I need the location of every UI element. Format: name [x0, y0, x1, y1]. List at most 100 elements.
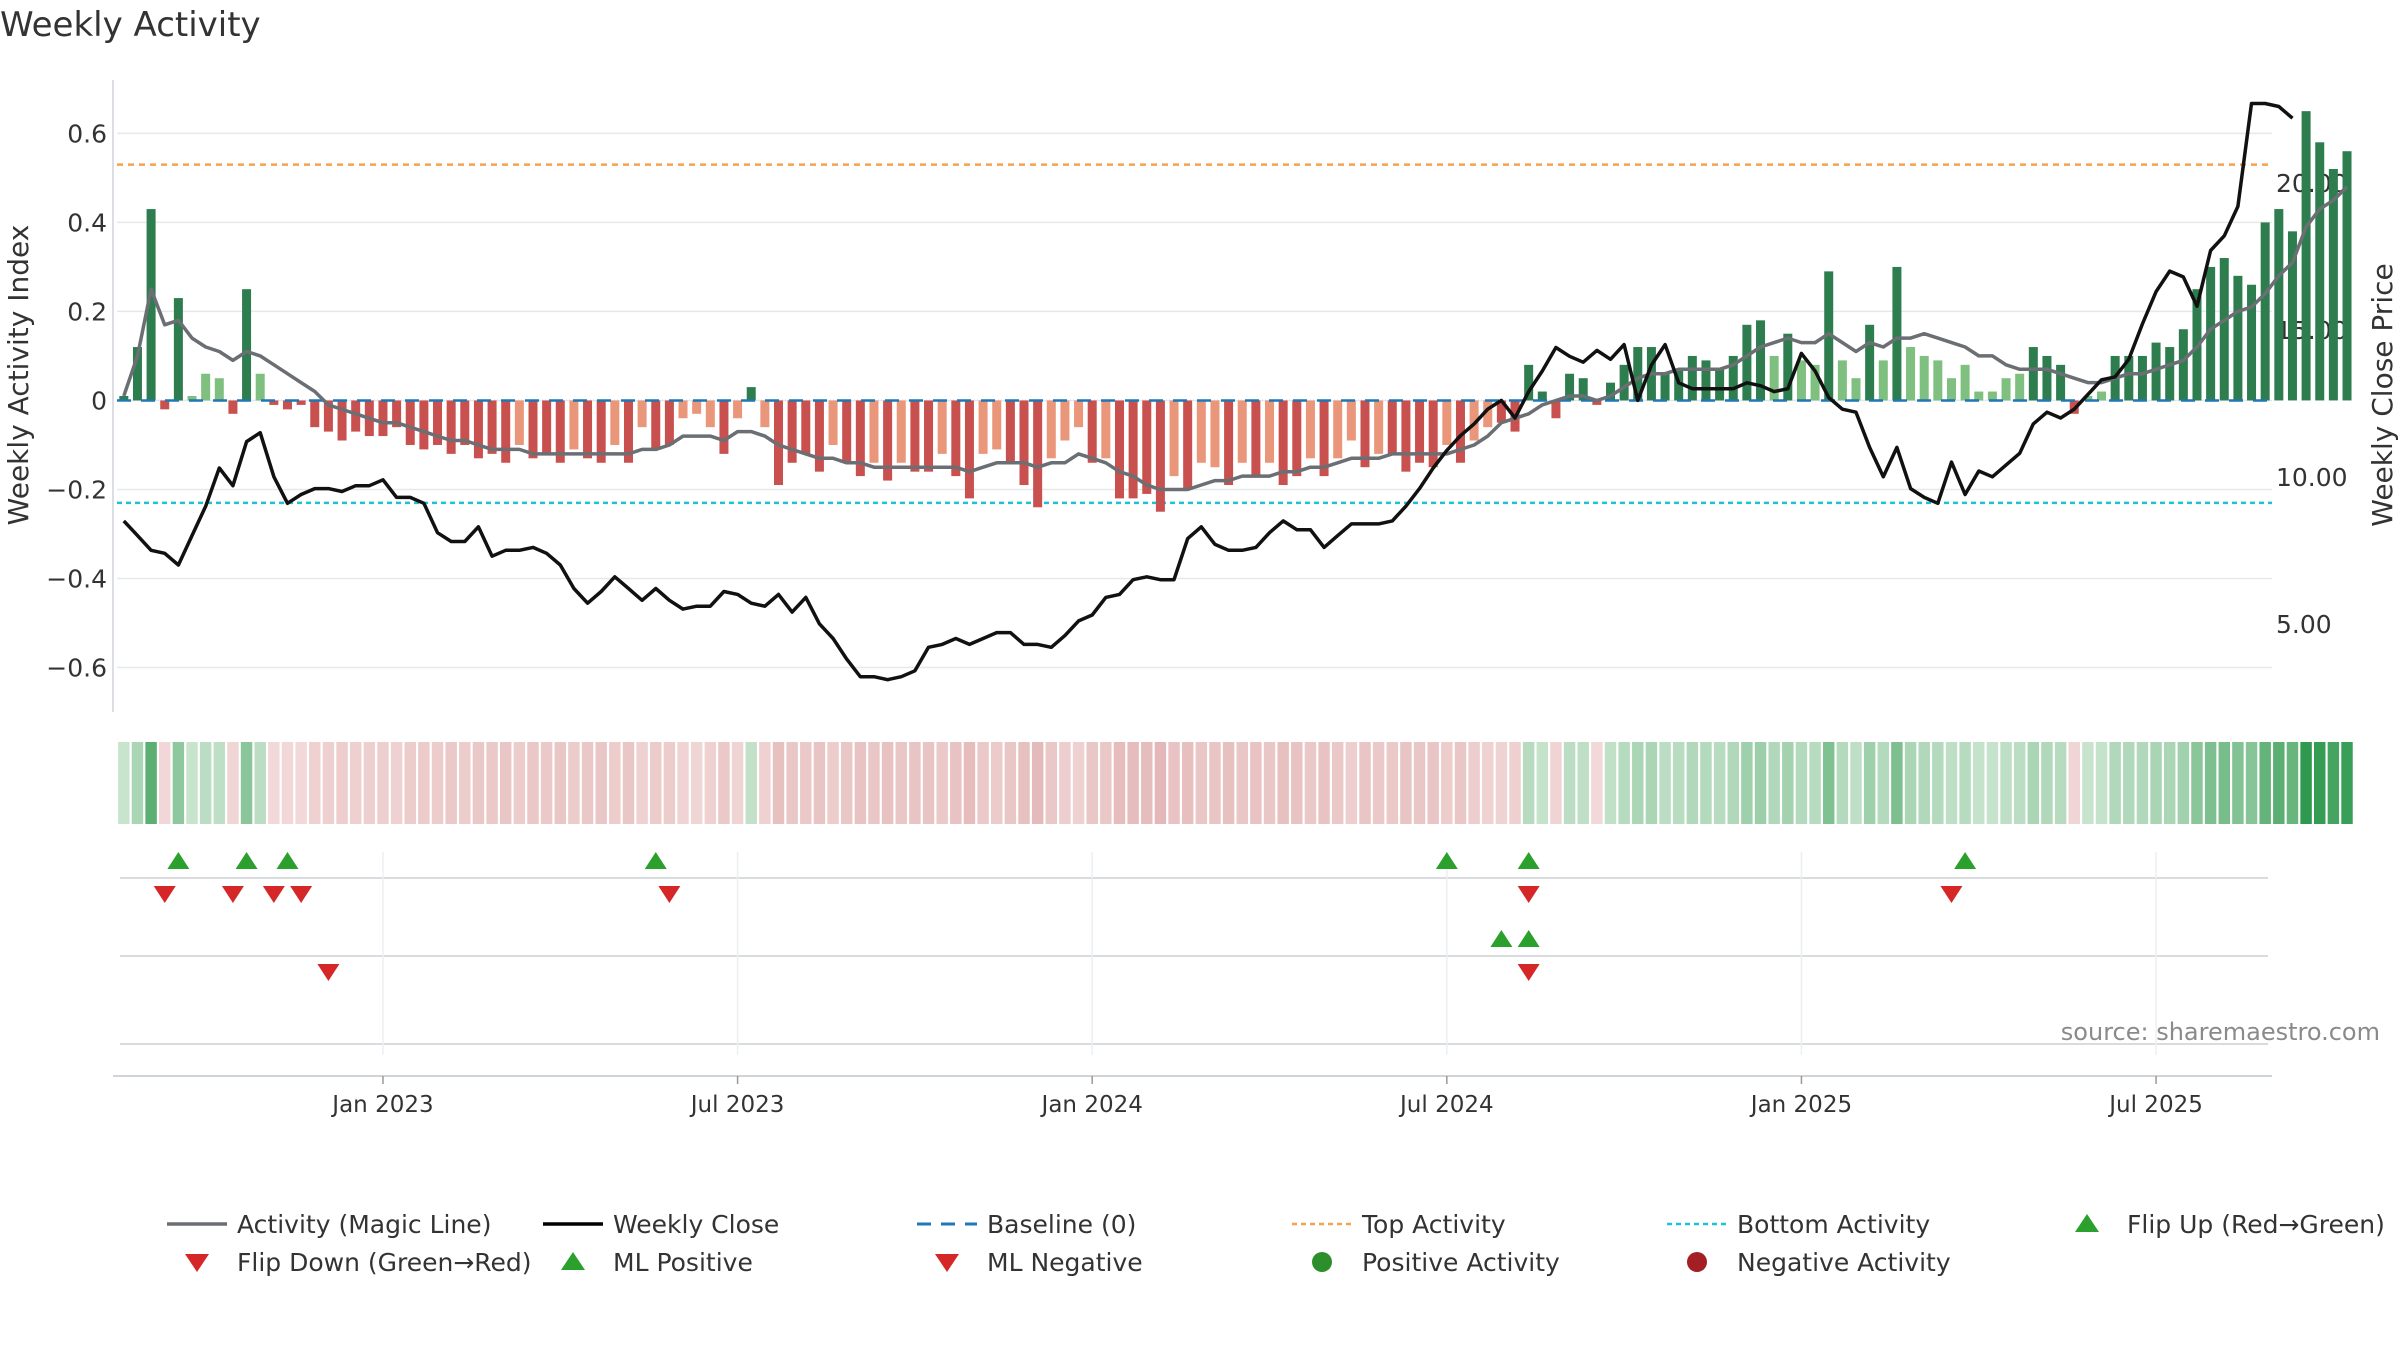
heat-cell	[759, 742, 771, 824]
heat-cell	[2041, 742, 2053, 824]
activity-bar	[1605, 382, 1615, 401]
heat-cell	[595, 742, 607, 824]
ml-negative-marker	[1517, 964, 1540, 981]
heat-cell	[977, 742, 989, 824]
legend-item: Flip Down (Green→Red)	[185, 1248, 532, 1277]
heat-cell	[1168, 742, 1180, 824]
heat-cell	[2232, 742, 2244, 824]
activity-bar	[173, 298, 183, 401]
y-tick-left: 0.2	[67, 297, 107, 326]
legend-item: Flip Up (Red→Green)	[2075, 1210, 2385, 1239]
activity-bar	[2165, 347, 2175, 401]
flip-down-marker	[221, 886, 244, 903]
heat-cell	[1195, 742, 1208, 824]
legend-item: Negative Activity	[1687, 1248, 1951, 1277]
legend-label: ML Negative	[987, 1248, 1143, 1277]
heat-cell	[1482, 742, 1494, 824]
legend-swatch	[1312, 1252, 1332, 1272]
heat-cell	[1973, 742, 1985, 824]
activity-bar	[1319, 400, 1329, 477]
activity-bar	[664, 400, 674, 445]
heat-cell	[1127, 742, 1139, 824]
activity-bar	[2097, 391, 2107, 401]
activity-bar	[2028, 347, 2038, 401]
heat-cell	[1550, 742, 1562, 824]
heat-cell	[213, 742, 226, 824]
activity-bar	[296, 400, 306, 405]
heat-cell	[2082, 742, 2094, 824]
heat-cell	[1863, 742, 1876, 824]
flip-down-marker	[1940, 886, 1963, 903]
heat-cell	[895, 742, 907, 824]
heat-cell	[1836, 742, 1849, 824]
y-tick-left: −0.2	[46, 475, 107, 504]
activity-bar	[1046, 400, 1056, 459]
signal-markers	[120, 852, 2268, 1055]
activity-bar	[1756, 320, 1766, 401]
legend-label: Weekly Close	[613, 1210, 779, 1239]
heat-cell	[1386, 742, 1398, 824]
activity-bar	[2328, 169, 2338, 401]
heat-cell	[1209, 742, 1221, 824]
legend-label: Baseline (0)	[987, 1210, 1136, 1239]
y-tick-left: 0	[91, 386, 107, 415]
x-tick-label: Jul 2025	[2107, 1092, 2203, 1118]
activity-bar	[1469, 400, 1479, 441]
activity-bar	[1401, 400, 1411, 472]
heat-cell	[1086, 742, 1098, 824]
heat-cell	[622, 742, 635, 824]
heat-cell	[1782, 742, 1794, 824]
activity-bar	[1892, 266, 1902, 401]
heat-cell	[1222, 742, 1235, 824]
flip-down-marker	[262, 886, 285, 903]
heat-cell	[991, 742, 1003, 824]
activity-bar	[978, 400, 988, 454]
heat-cell	[1891, 742, 1903, 824]
activity-bar	[1878, 360, 1888, 401]
activity-bar	[2219, 258, 2229, 401]
heat-cell	[363, 742, 376, 824]
heat-cell	[118, 742, 130, 824]
activity-bar	[323, 400, 333, 432]
heat-cell	[2300, 742, 2312, 824]
heat-cell	[1345, 742, 1358, 824]
heat-cell	[881, 742, 894, 824]
heat-cell	[1700, 742, 1712, 824]
heat-cell	[2054, 742, 2067, 824]
y-tick-right: 10.00	[2276, 463, 2348, 492]
heat-cell	[813, 742, 826, 824]
activity-bar	[883, 400, 893, 481]
heat-cell	[472, 742, 485, 824]
heat-cell	[1509, 742, 1521, 824]
activity-bar	[637, 400, 647, 428]
heat-cell	[2259, 742, 2271, 824]
activity-bar	[255, 373, 265, 401]
heat-cell	[499, 742, 512, 824]
chart-title: Weekly Activity	[0, 5, 261, 45]
heat-cell	[581, 742, 594, 824]
heat-cell	[2218, 742, 2230, 824]
flip-up-marker	[644, 852, 667, 869]
heat-cell	[1291, 742, 1303, 824]
activity-bar	[1060, 400, 1070, 441]
activity-bar	[924, 400, 934, 472]
heat-cell	[418, 742, 430, 824]
activity-bar	[1783, 333, 1793, 401]
heat-cell	[1850, 742, 1862, 824]
flip-down-marker	[1517, 886, 1540, 903]
heat-cell	[186, 742, 198, 824]
heat-cell	[527, 742, 539, 824]
heat-cell	[1331, 742, 1344, 824]
activity-bar	[1346, 400, 1356, 441]
activity-bar	[2178, 329, 2188, 401]
heat-cell	[322, 742, 335, 824]
heat-cell	[1618, 742, 1630, 824]
heat-cell	[486, 742, 498, 824]
activity-bar	[1824, 271, 1834, 401]
activity-bar	[419, 400, 429, 450]
heat-cell	[1495, 742, 1508, 824]
activity-bar	[1946, 378, 1956, 401]
heat-cell	[1741, 742, 1753, 824]
activity-bar	[119, 396, 129, 401]
activity-bar	[201, 373, 211, 401]
